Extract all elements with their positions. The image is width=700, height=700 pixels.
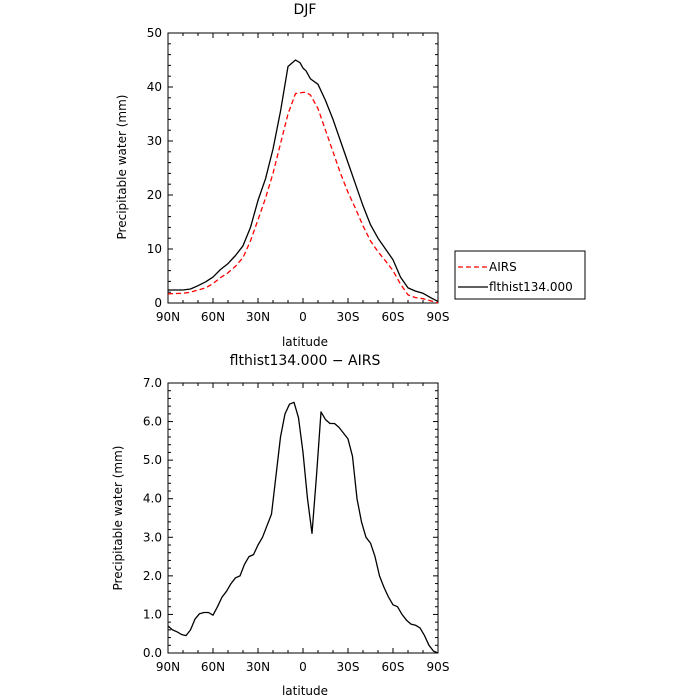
top-x-tick-label: 0 — [299, 310, 307, 324]
top-x-tick-label: 60N — [201, 310, 225, 324]
bottom-x-axis-label: latitude — [282, 684, 328, 698]
bottom-y-tick-label: 7.0 — [143, 376, 162, 390]
bottom-x-tick-label: 60S — [382, 660, 405, 674]
bottom-y-tick-label: 6.0 — [143, 415, 162, 429]
bottom-x-tick-label: 90N — [156, 660, 180, 674]
bottom-x-tick-label: 30N — [246, 660, 270, 674]
bottom-series-line-0 — [167, 401, 439, 654]
bottom-chart-title: flthist134.000 − AIRS — [230, 353, 381, 369]
bottom-x-tick-label: 30S — [337, 660, 360, 674]
legend-label-flthist: flthist134.000 — [489, 280, 573, 294]
top-x-tick-label: 90S — [427, 310, 450, 324]
legend-label-airs: AIRS — [489, 260, 517, 274]
top-y-axis-label: Precipitable water (mm) — [115, 95, 129, 240]
bottom-y-tick-label: 4.0 — [143, 492, 162, 506]
top-y-tick-label: 30 — [147, 134, 162, 148]
bottom-chart-marks: 90N 60N 30N 0 30S 60S 90S 0.0 1.0 2.0 3.0 4.0 5.0 6.0… — [143, 376, 450, 674]
top-y-tick-label: 50 — [147, 26, 162, 40]
bottom-chart-panel: flthist134.000 − AIRS 90N 60N 30N 0 30S 60S 90… — [111, 353, 449, 698]
bottom-y-tick-label: 3.0 — [143, 530, 162, 544]
top-chart-title: DJF — [294, 2, 317, 18]
top-x-tick-label: 90N — [156, 310, 180, 324]
bottom-x-tick-label: 0 — [299, 660, 307, 674]
bottom-y-tick-label: 1.0 — [143, 607, 162, 621]
bottom-y-tick-label: 2.0 — [143, 569, 162, 583]
top-x-tick-label: 30S — [337, 310, 360, 324]
top-y-tick-label: 40 — [147, 80, 162, 94]
bottom-y-axis-label: Precipitable water (mm) — [111, 446, 125, 591]
top-x-axis-label: latitude — [282, 335, 328, 349]
top-x-tick-label: 60S — [382, 310, 405, 324]
top-chart-panel: DJF 90N 60N 30N 0 30S 60S 90S 0 10 20 30 40 50 latit… — [115, 2, 449, 349]
top-y-tick-label: 10 — [147, 242, 162, 256]
legend: AIRS flthist134.000 — [454, 250, 586, 300]
bottom-x-tick-label: 90S — [427, 660, 450, 674]
top-chart-marks: 90N 60N 30N 0 30S 60S 90S 0 10 20 30 40 50 — [147, 26, 450, 324]
bottom-y-tick-label: 5.0 — [143, 453, 162, 467]
top-series-line-0 — [167, 91, 439, 304]
bottom-x-tick-label: 60N — [201, 660, 225, 674]
top-x-tick-label: 30N — [246, 310, 270, 324]
top-series-line-1 — [168, 59, 439, 302]
top-plot-frame — [167, 32, 439, 304]
top-y-tick-label: 0 — [154, 296, 162, 310]
top-y-tick-label: 20 — [147, 188, 162, 202]
bottom-y-tick-label: 0.0 — [143, 646, 162, 660]
legend-box — [454, 250, 586, 300]
